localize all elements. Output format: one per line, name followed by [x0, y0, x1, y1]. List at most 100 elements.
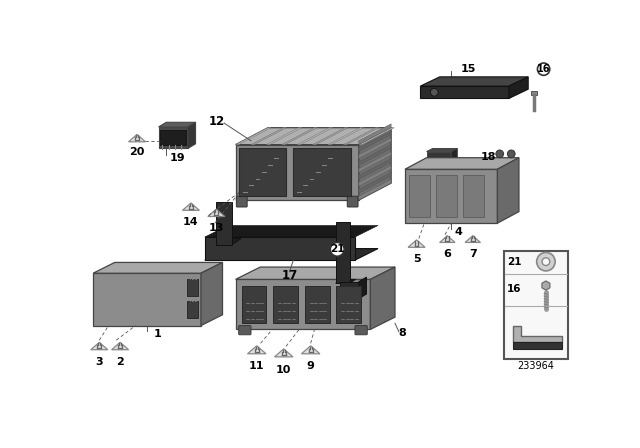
Text: 2: 2 [116, 357, 124, 367]
Polygon shape [159, 127, 188, 148]
Circle shape [537, 252, 555, 271]
FancyBboxPatch shape [293, 148, 351, 196]
Polygon shape [359, 172, 391, 193]
Circle shape [508, 150, 515, 158]
Polygon shape [465, 236, 481, 242]
Polygon shape [427, 148, 458, 151]
Polygon shape [542, 281, 550, 290]
FancyBboxPatch shape [463, 176, 484, 217]
Polygon shape [236, 280, 371, 329]
Text: 16: 16 [537, 64, 550, 74]
Polygon shape [420, 86, 509, 99]
Text: 15: 15 [461, 64, 476, 74]
FancyBboxPatch shape [348, 196, 358, 207]
Text: 4: 4 [454, 228, 462, 237]
Polygon shape [93, 273, 201, 326]
Text: 10: 10 [276, 365, 291, 375]
Polygon shape [248, 346, 266, 354]
Polygon shape [205, 249, 378, 260]
Polygon shape [509, 77, 528, 99]
Polygon shape [301, 346, 320, 354]
FancyBboxPatch shape [239, 326, 251, 335]
Polygon shape [201, 263, 223, 326]
FancyBboxPatch shape [187, 301, 198, 318]
Circle shape [542, 258, 550, 266]
Polygon shape [208, 209, 225, 216]
Polygon shape [236, 267, 395, 280]
Polygon shape [216, 238, 241, 245]
Text: 21: 21 [507, 257, 522, 267]
Polygon shape [236, 128, 391, 145]
Polygon shape [336, 280, 356, 283]
Polygon shape [340, 282, 359, 299]
Polygon shape [359, 128, 391, 200]
Text: 17: 17 [282, 269, 298, 282]
Polygon shape [129, 134, 145, 142]
FancyBboxPatch shape [273, 285, 298, 323]
Polygon shape [359, 124, 391, 145]
Polygon shape [359, 145, 391, 165]
Polygon shape [188, 122, 196, 148]
Circle shape [431, 88, 438, 96]
Polygon shape [405, 158, 519, 169]
Polygon shape [440, 236, 455, 242]
Polygon shape [282, 128, 317, 145]
Text: 9: 9 [307, 362, 315, 371]
Polygon shape [531, 91, 538, 95]
Text: 7: 7 [469, 249, 477, 259]
FancyBboxPatch shape [337, 285, 361, 323]
Polygon shape [251, 128, 287, 145]
FancyBboxPatch shape [409, 176, 431, 217]
Polygon shape [328, 128, 364, 145]
FancyBboxPatch shape [436, 176, 458, 217]
Text: 14: 14 [183, 217, 199, 227]
Polygon shape [93, 263, 223, 273]
Text: 13: 13 [209, 223, 224, 233]
FancyBboxPatch shape [504, 251, 568, 359]
Polygon shape [275, 349, 293, 357]
FancyBboxPatch shape [305, 285, 330, 323]
Polygon shape [513, 326, 562, 342]
Polygon shape [427, 151, 451, 165]
FancyBboxPatch shape [239, 148, 285, 196]
Polygon shape [216, 202, 232, 245]
FancyBboxPatch shape [236, 196, 247, 207]
Polygon shape [371, 267, 395, 329]
Circle shape [538, 63, 550, 75]
Polygon shape [420, 77, 528, 86]
FancyBboxPatch shape [187, 280, 198, 296]
Polygon shape [182, 203, 200, 211]
FancyBboxPatch shape [242, 285, 266, 323]
Polygon shape [236, 128, 271, 145]
Polygon shape [297, 128, 333, 145]
Polygon shape [159, 122, 196, 127]
FancyBboxPatch shape [355, 326, 367, 335]
Text: 11: 11 [249, 362, 264, 371]
Text: 233964: 233964 [518, 362, 554, 371]
Polygon shape [359, 165, 391, 186]
Polygon shape [359, 179, 391, 200]
Polygon shape [513, 342, 562, 349]
Polygon shape [205, 225, 378, 237]
Polygon shape [408, 240, 425, 247]
Text: 20: 20 [129, 147, 145, 157]
Polygon shape [91, 342, 108, 350]
Circle shape [496, 150, 504, 158]
Polygon shape [344, 128, 379, 145]
Text: 12: 12 [208, 115, 225, 128]
Polygon shape [236, 145, 359, 200]
Polygon shape [497, 158, 519, 223]
Text: 3: 3 [95, 357, 103, 367]
FancyBboxPatch shape [160, 130, 186, 146]
Polygon shape [205, 237, 355, 260]
Polygon shape [336, 222, 349, 283]
Text: 16: 16 [507, 284, 522, 294]
Text: 19: 19 [169, 153, 185, 163]
Polygon shape [359, 151, 391, 172]
Polygon shape [359, 159, 391, 179]
Text: 8: 8 [399, 327, 406, 337]
Polygon shape [451, 148, 458, 165]
Polygon shape [359, 131, 391, 151]
Polygon shape [405, 169, 497, 223]
Polygon shape [111, 342, 129, 350]
